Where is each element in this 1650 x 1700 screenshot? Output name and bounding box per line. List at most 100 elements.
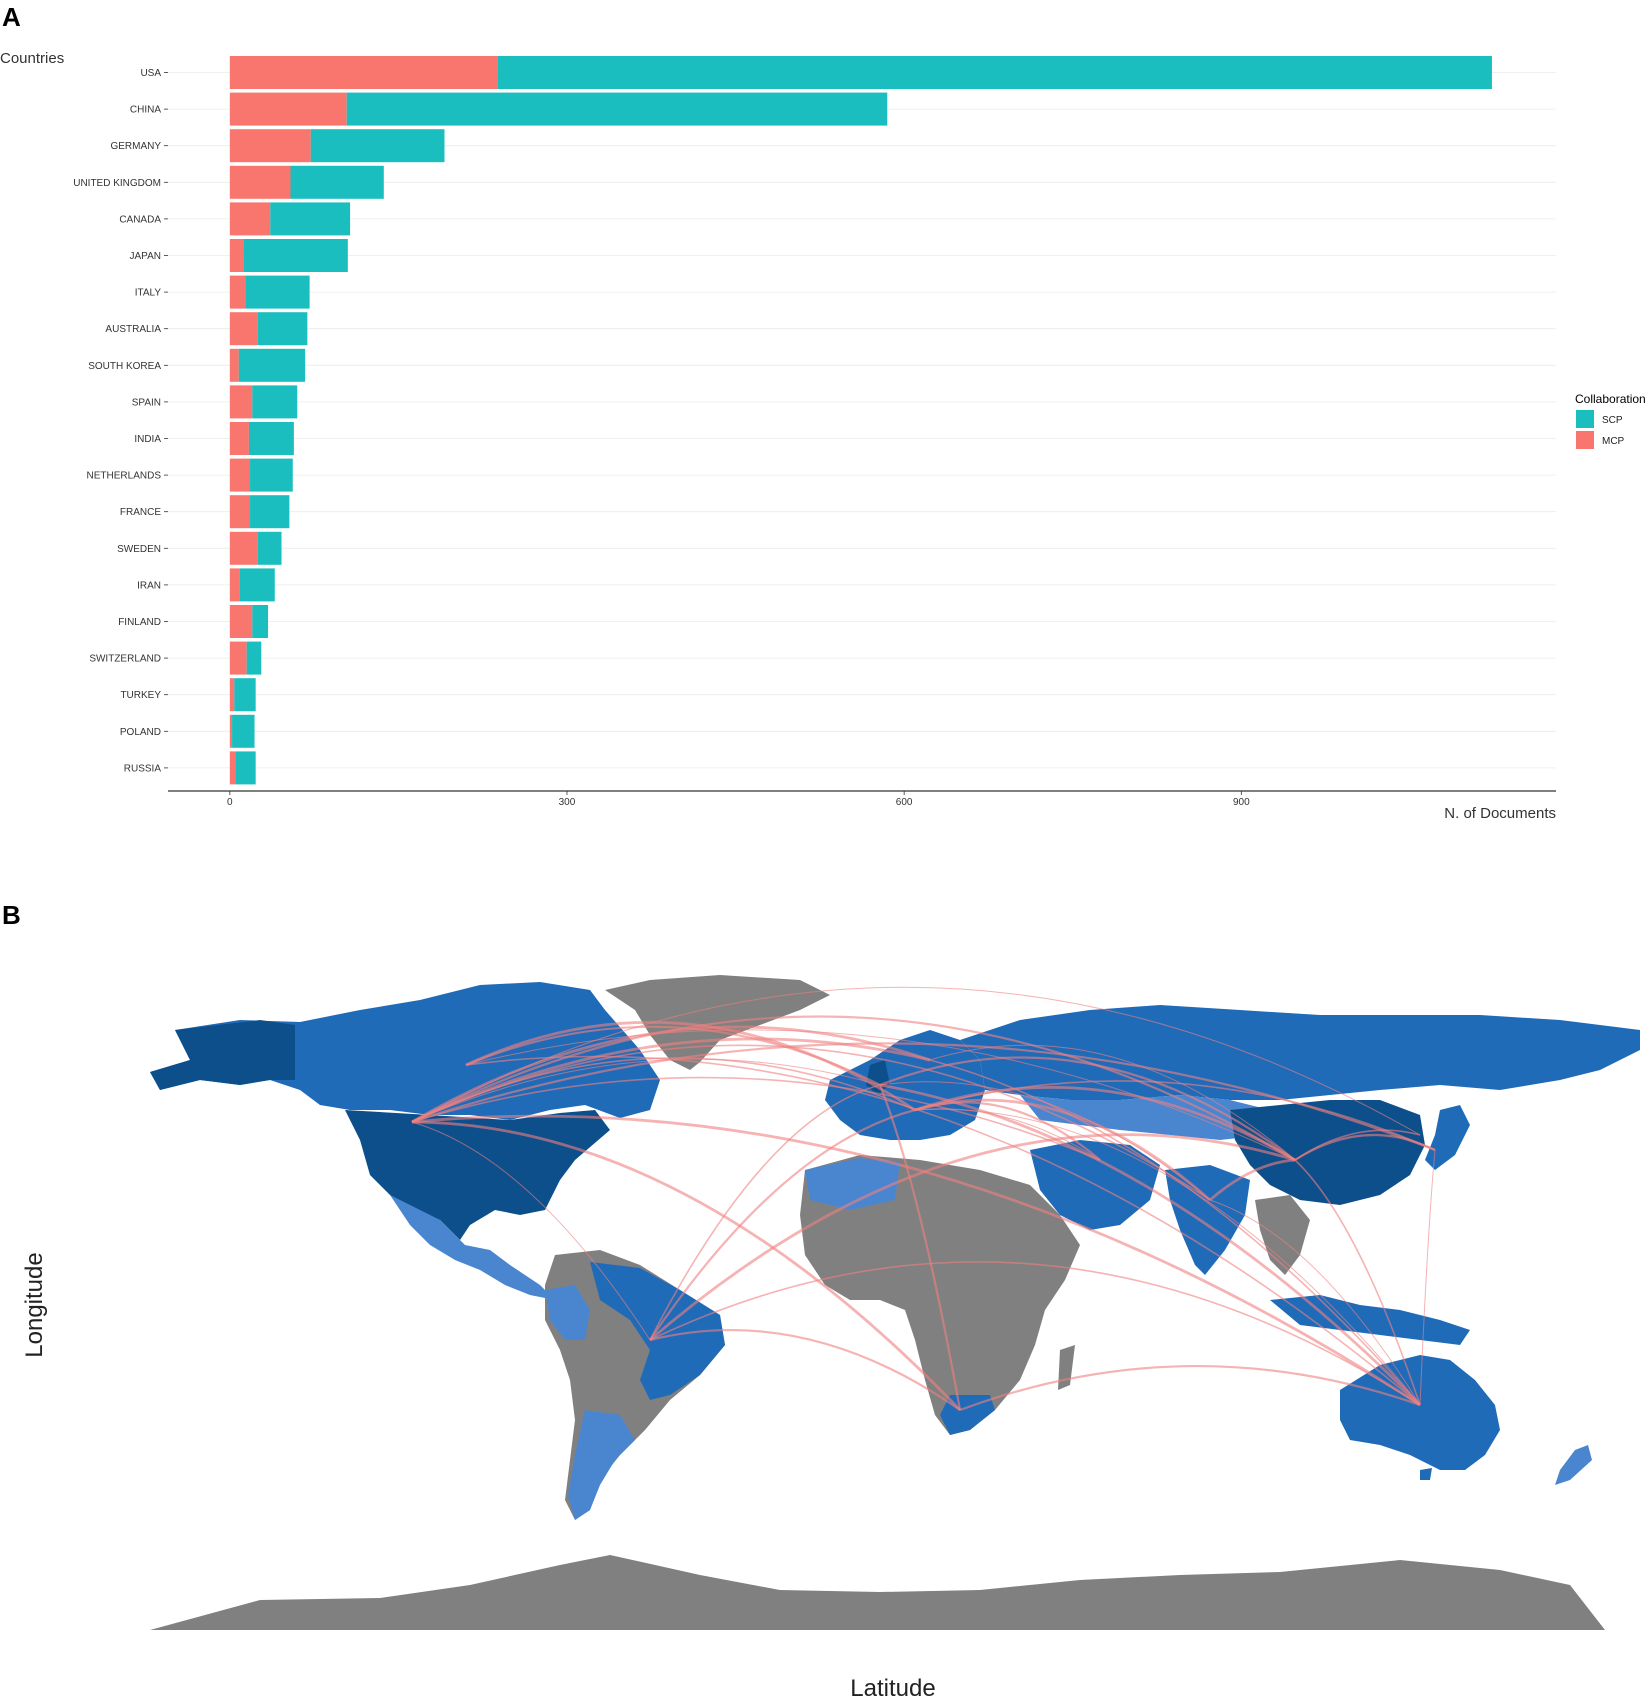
collaboration-link: [411, 1015, 1296, 1161]
north-africa-shape: [805, 1158, 900, 1210]
bar-scp-spain: [252, 385, 298, 419]
x-tick-label: 0: [227, 797, 233, 808]
mexico-shape: [390, 1195, 555, 1300]
y-tick-labels: USA CHINA GERMANY UNITED KINGDOM CANADA JAPAN…: [73, 68, 168, 774]
collaboration-link: [1294, 1159, 1421, 1406]
legend-title: Collaboration: [1575, 392, 1646, 406]
bar-mcp-united-kingdom: [229, 165, 291, 199]
canada-shape: [150, 982, 660, 1120]
bar-mcp-poland: [229, 714, 233, 748]
bar-mcp-india: [229, 422, 249, 455]
bar-scp-netherlands: [250, 458, 293, 492]
bars: [229, 56, 1492, 785]
new-zealand-shape: [1555, 1445, 1592, 1485]
x-tick-label: 600: [896, 797, 913, 808]
bar-mcp-south-korea: [229, 348, 239, 382]
y-tick-label: NETHERLANDS: [87, 471, 162, 482]
bar-mcp-italy: [229, 275, 246, 309]
collaboration-link: [411, 1058, 881, 1123]
bar-mcp-france: [229, 495, 251, 529]
collaboration-link: [465, 1055, 1421, 1406]
brazil-shape: [590, 1262, 725, 1400]
bar-mcp-finland: [229, 605, 253, 638]
collaboration-link: [879, 1056, 1296, 1161]
bar-scp-usa: [497, 56, 1492, 89]
y-tick-label: FINLAND: [118, 617, 161, 628]
grid-lines: [168, 72, 1556, 769]
bar-scp-india: [248, 422, 294, 455]
colombia-peru-shape: [545, 1285, 590, 1340]
africa-shape: [800, 1155, 1080, 1435]
bar-mcp-russia: [229, 751, 236, 785]
bar-scp-japan: [243, 239, 348, 272]
y-tick-label: UNITED KINGDOM: [73, 178, 161, 189]
central-asia-shape: [1020, 1095, 1270, 1140]
y-tick-label: RUSSIA: [124, 763, 162, 774]
y-tick-label: JAPAN: [130, 251, 162, 262]
bar-mcp-iran: [229, 568, 240, 602]
collaboration-link: [914, 1108, 1421, 1406]
bar-mcp-switzerland: [229, 641, 247, 675]
india-shape: [1165, 1165, 1250, 1275]
bar-mcp-spain: [229, 385, 253, 419]
bar-scp-finland: [252, 605, 269, 638]
collaboration-link: [411, 1044, 1211, 1201]
y-tick-label: SPAIN: [132, 397, 161, 408]
collaboration-link: [914, 1080, 1436, 1151]
y-tick-label: POLAND: [120, 727, 161, 738]
collaboration-link: [914, 1108, 1101, 1161]
russia-shape: [960, 1005, 1640, 1100]
y-tick-label: SWEDEN: [117, 544, 161, 555]
y-tick-label: SWITZERLAND: [89, 654, 161, 665]
x-axis-title: N. of Documents: [1444, 805, 1556, 822]
collaboration-link: [411, 1120, 962, 1411]
usa-shape: [345, 1110, 610, 1240]
bar-scp-south-korea: [238, 348, 306, 382]
alaska-shape: [150, 1020, 295, 1090]
panel-a-label: A: [2, 2, 21, 32]
europe-shape: [825, 1030, 985, 1140]
collaboration-link: [465, 1029, 1296, 1161]
collaboration-link: [649, 1328, 961, 1411]
bar-scp-germany: [310, 129, 445, 163]
y-tick-label: FRANCE: [120, 507, 161, 518]
bar-scp-united-kingdom: [290, 165, 384, 199]
collaboration-link: [1419, 1149, 1436, 1406]
legend-swatch-scp: [1576, 410, 1594, 428]
collaboration-link: [914, 1101, 1101, 1161]
madagascar-shape: [1058, 1345, 1075, 1390]
world-map: [150, 975, 1640, 1630]
tasmania-shape: [1420, 1468, 1432, 1480]
bar-mcp-japan: [229, 239, 244, 272]
y-tick-label: GERMANY: [110, 141, 161, 152]
bar-mcp-sweden: [229, 531, 258, 565]
bar-scp-australia: [257, 312, 308, 346]
bar-mcp-china: [229, 92, 347, 126]
bar-mcp-turkey: [229, 678, 235, 712]
collaboration-link: [411, 1076, 1101, 1161]
bar-scp-canada: [270, 202, 351, 236]
australia-shape: [1340, 1355, 1500, 1470]
y-tick-label: SOUTH KOREA: [88, 361, 161, 372]
bar-scp-france: [250, 495, 290, 529]
legend-label-mcp: MCP: [1602, 436, 1625, 447]
bar-scp-sweden: [257, 531, 282, 565]
collaboration-link: [411, 1121, 651, 1341]
bar-scp-italy: [245, 275, 310, 309]
bar-mcp-usa: [229, 56, 498, 89]
collaboration-link: [649, 1108, 916, 1341]
collaboration-link: [914, 1086, 1296, 1162]
y-tick-label: TURKEY: [120, 690, 161, 701]
x-tick-label: 900: [1233, 797, 1250, 808]
collaboration-link: [411, 1114, 1421, 1407]
china-shape: [1230, 1100, 1425, 1205]
southeast-asia-shape: [1255, 1195, 1310, 1275]
collaboration-link: [929, 1044, 1296, 1161]
y-tick-label: IRAN: [137, 580, 161, 591]
collaboration-link: [878, 1084, 962, 1411]
bar-scp-poland: [232, 714, 255, 748]
y-tick-label: CANADA: [119, 214, 161, 225]
legend-swatch-mcp: [1576, 431, 1594, 449]
bar-scp-switzerland: [246, 641, 262, 675]
collaboration-link: [649, 1084, 881, 1341]
